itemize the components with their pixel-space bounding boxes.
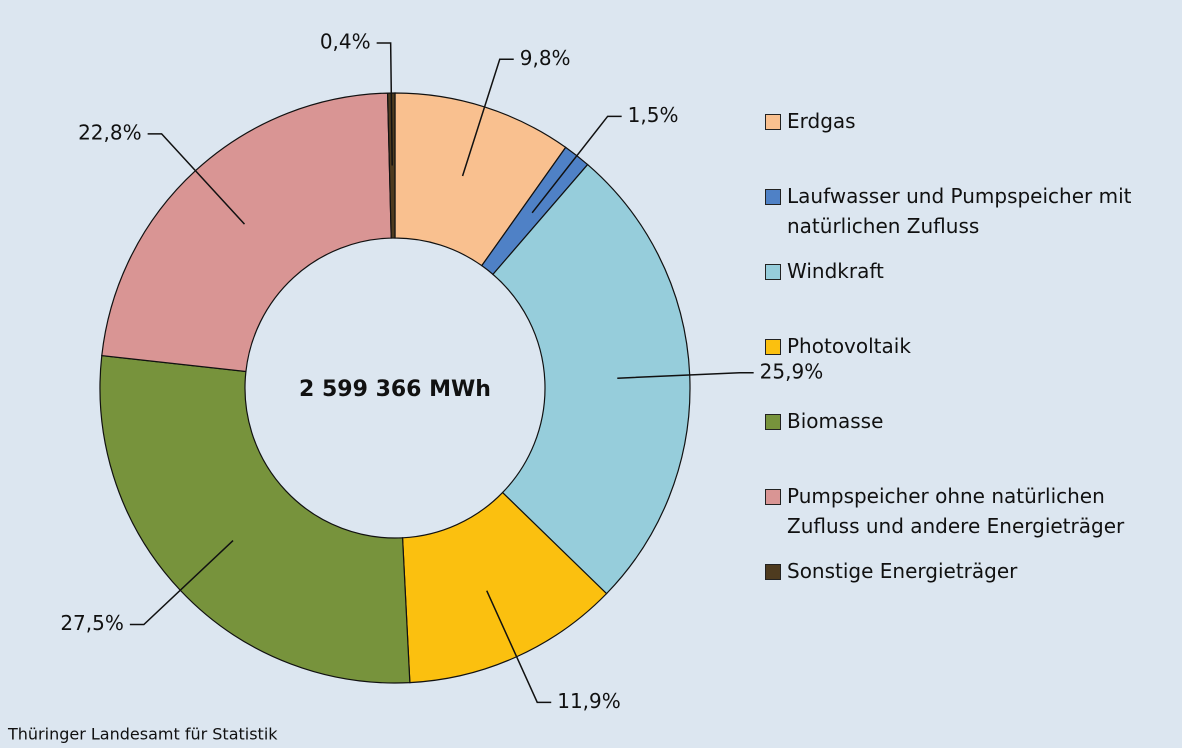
center-label: 2 599 366 MWh: [299, 377, 491, 402]
legend-item: Erdgas: [765, 106, 1175, 181]
legend-label: Sonstige Energieträger: [787, 559, 1018, 583]
legend-label: Windkraft: [787, 259, 884, 283]
legend-swatch: [765, 189, 781, 205]
donut-slice: [101, 92, 392, 373]
value-label: 9,8%: [520, 46, 571, 70]
legend-label: Photovoltaik: [787, 334, 911, 358]
leader-line: [486, 590, 552, 704]
donut-slice: [386, 92, 396, 239]
legend-item: Sonstige Energieträger: [765, 556, 1175, 631]
donut-slice: [492, 163, 691, 595]
legend-item: Photovoltaik: [765, 331, 1175, 406]
legend-swatch: [765, 339, 781, 355]
leader-line: [376, 42, 393, 166]
leader-line: [531, 115, 622, 214]
legend-label: Biomasse: [787, 409, 884, 433]
leader-line: [147, 133, 246, 225]
legend-swatch: [765, 564, 781, 580]
legend-label: Pumpspeicher ohne natürlichen Zufluss un…: [787, 484, 1125, 538]
value-label: 11,9%: [557, 689, 621, 713]
value-label: 0,4%: [320, 30, 371, 54]
source: Thüringer Landesamt für Statistik: [7, 725, 278, 744]
leader-line: [461, 58, 514, 177]
legend-item: Laufwasser und Pumpspeicher mit natürlic…: [765, 181, 1175, 256]
legend-swatch: [765, 264, 781, 280]
legend-label: Erdgas: [787, 109, 856, 133]
leader-line: [129, 540, 234, 626]
legend: Erdgas Laufwasser und Pumpspeicher mit na…: [765, 106, 1175, 631]
legend-item: Windkraft: [765, 256, 1175, 331]
legend-swatch: [765, 489, 781, 505]
value-label: 25,9%: [760, 359, 824, 383]
legend-swatch: [765, 114, 781, 130]
value-label: 22,8%: [78, 120, 142, 144]
value-label: 27,5%: [60, 611, 124, 635]
leader-line: [617, 372, 754, 379]
legend-label: Laufwasser und Pumpspeicher mit natürlic…: [787, 184, 1132, 238]
legend-item: Pumpspeicher ohne natürlichen Zufluss un…: [765, 481, 1175, 556]
value-label: 1,5%: [628, 103, 679, 127]
donut-slice: [99, 354, 411, 684]
legend-swatch: [765, 414, 781, 430]
legend-item: Biomasse: [765, 406, 1175, 481]
